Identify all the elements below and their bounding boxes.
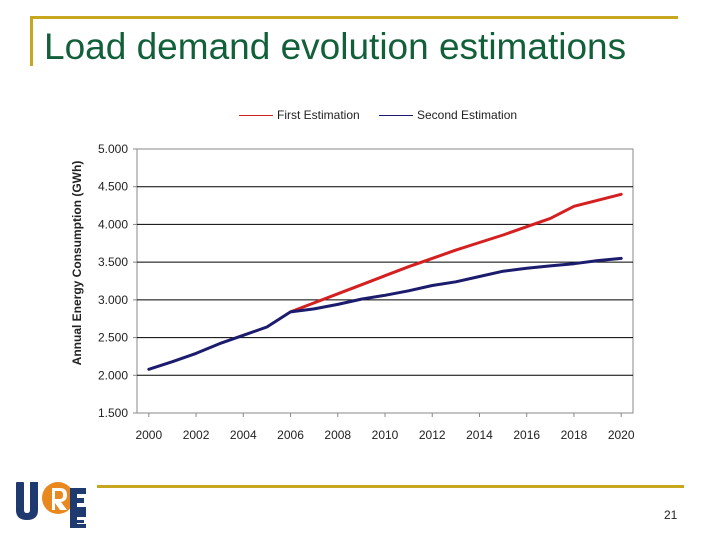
legend-label-first: First Estimation xyxy=(277,108,360,122)
x-tick-label: 2020 xyxy=(608,428,635,442)
x-tick-label: 2000 xyxy=(135,428,162,442)
y-tick-label: 4.500 xyxy=(98,180,128,194)
x-tick-label: 2018 xyxy=(561,428,588,442)
x-tick-label: 2004 xyxy=(230,428,257,442)
title-frame-top xyxy=(30,16,678,19)
y-tick-label: 3.500 xyxy=(98,255,128,269)
x-tick-label: 2010 xyxy=(372,428,399,442)
legend-label-second: Second Estimation xyxy=(417,108,518,122)
legend-item-first-estimation: First Estimation xyxy=(239,108,360,122)
plot-area-frame xyxy=(136,148,634,414)
legend-item-second-estimation: Second Estimation xyxy=(379,108,517,122)
x-tick-label: 2016 xyxy=(513,428,540,442)
x-tick-label: 2008 xyxy=(324,428,351,442)
y-tick-label: 5.000 xyxy=(98,142,128,156)
x-tick-label: 2002 xyxy=(183,428,210,442)
x-tick-label: 2012 xyxy=(419,428,446,442)
y-tick-label: 2.500 xyxy=(98,331,128,345)
uree-logo xyxy=(16,482,86,528)
footer-rule xyxy=(97,485,684,488)
chart-legend: First Estimation Second Estimation xyxy=(0,108,720,126)
x-tick-label: 2006 xyxy=(277,428,304,442)
y-tick-label: 3.000 xyxy=(98,293,128,307)
y-tick-label: 4.000 xyxy=(98,217,128,231)
slide-title: Load demand evolution estimations xyxy=(44,26,627,67)
x-tick-label: 2014 xyxy=(466,428,493,442)
y-tick-label: 2.000 xyxy=(98,368,128,382)
title-frame-left xyxy=(30,16,33,66)
series-line-first-estimation xyxy=(289,192,623,314)
series-line-second-estimation xyxy=(147,256,623,371)
legend-swatch-first xyxy=(239,114,273,116)
y-tick-label: 1.500 xyxy=(98,406,128,420)
page-number: 21 xyxy=(664,508,678,522)
legend-swatch-second xyxy=(379,114,413,116)
